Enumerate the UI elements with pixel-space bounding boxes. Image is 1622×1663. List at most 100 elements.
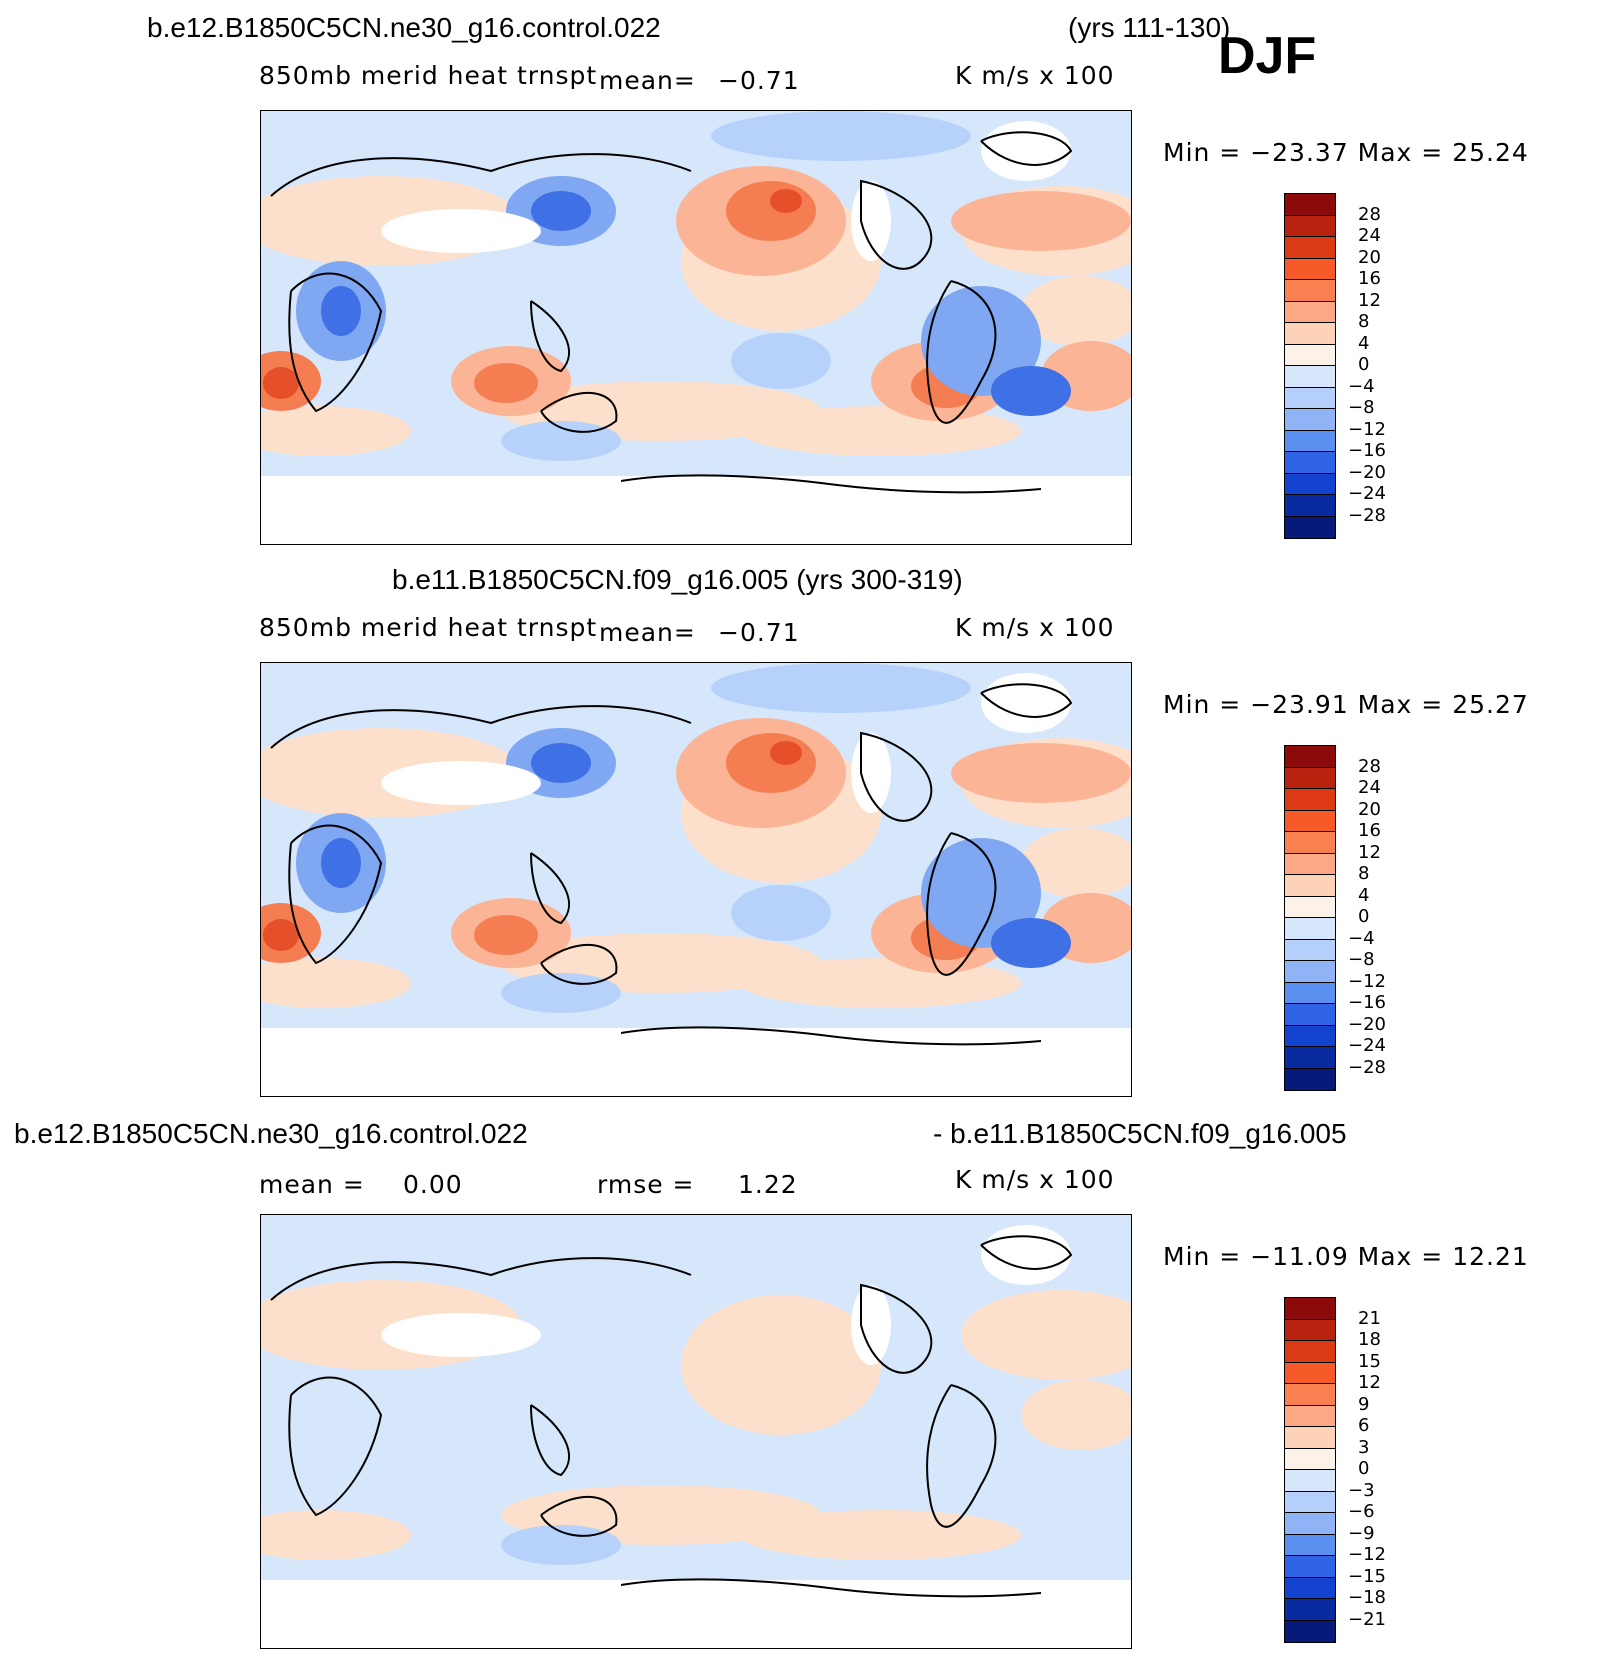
coastline: [530, 852, 571, 925]
colorbar-segment: [1285, 1025, 1335, 1047]
colorbar-label: 4: [1358, 884, 1370, 906]
panel1-case-title: b.e12.B1850C5CN.ne30_g16.control.022: [147, 12, 661, 43]
missing-data-region: [261, 1580, 1131, 1648]
colorbar-segment: [1285, 939, 1335, 961]
colorbar-label: 8: [1358, 311, 1370, 332]
anomaly-core: [991, 918, 1071, 968]
anomaly-region: [1021, 276, 1131, 346]
anomaly-core: [531, 191, 591, 231]
panel2-mean-label: mean=: [599, 618, 696, 647]
panel3-minmax: Min = −11.09 Max = 12.21: [1163, 1242, 1529, 1271]
colorbar-label: 3: [1358, 1436, 1370, 1458]
colorbar-segment: [1285, 1319, 1335, 1341]
coastline: [288, 824, 383, 965]
coastline: [926, 280, 997, 424]
colorbar-segment: [1285, 1620, 1335, 1642]
colorbar-label: 20: [1358, 246, 1381, 268]
colorbar-label: −18: [1348, 1587, 1386, 1608]
colorbar-segment: [1285, 1556, 1335, 1578]
colorbar-label: −3: [1348, 1479, 1375, 1501]
colorbar-segment: [1285, 896, 1335, 918]
anomaly-core: [711, 663, 971, 713]
colorbar-segment: [1285, 832, 1335, 854]
coastline: [620, 1578, 1042, 1598]
missing-data-region: [381, 761, 541, 805]
colorbar-segment: [1285, 280, 1335, 302]
colorbar-label: 0: [1358, 354, 1370, 375]
anomaly-core: [531, 743, 591, 783]
colorbar-segment: [1285, 409, 1335, 431]
coastline: [620, 1026, 1042, 1046]
colorbar-label: 9: [1358, 1393, 1370, 1415]
colorbar-label: 12: [1358, 841, 1381, 863]
coastline: [980, 683, 1073, 718]
panel3-colorbar: [1284, 1297, 1336, 1643]
colorbar-segment: [1285, 1068, 1335, 1090]
missing-data-region: [381, 1313, 541, 1357]
colorbar-segment: [1285, 323, 1335, 345]
colorbar-label: 28: [1358, 755, 1381, 777]
missing-data-region: [851, 1285, 891, 1365]
coastline: [540, 1495, 618, 1537]
colorbar-segment: [1285, 1341, 1335, 1363]
panel3-rmse-label: rmse =: [597, 1170, 695, 1199]
panel3-rmse-value: 1.22: [738, 1170, 798, 1199]
colorbar-segment: [1285, 853, 1335, 875]
panel1-variable: 850mb merid heat trnspt: [259, 61, 598, 90]
coastline: [270, 705, 692, 749]
missing-data-region: [261, 476, 1131, 544]
anomaly-core: [770, 189, 802, 213]
colorbar-label: −16: [1348, 992, 1386, 1013]
colorbar-segment: [1285, 1427, 1335, 1449]
colorbar-segment: [1285, 789, 1335, 811]
colorbar-segment: [1285, 215, 1335, 237]
colorbar-segment: [1285, 237, 1335, 259]
missing-data-region: [981, 1225, 1071, 1285]
colorbar-label: 20: [1358, 798, 1381, 820]
colorbar-label: −12: [1348, 970, 1386, 992]
panel3-map: [260, 1214, 1132, 1649]
anomaly-region: [261, 406, 411, 456]
anomaly-core: [951, 191, 1131, 251]
colorbar-segment: [1285, 1047, 1335, 1069]
coastline: [860, 179, 933, 270]
coastline: [530, 1404, 571, 1477]
colorbar-label: 16: [1358, 268, 1381, 289]
colorbar-label: −15: [1348, 1565, 1386, 1587]
colorbar-label: −12: [1348, 1544, 1386, 1565]
colorbar-segment: [1285, 495, 1335, 517]
panel3-case-left: b.e12.B1850C5CN.ne30_g16.control.022: [14, 1118, 528, 1149]
colorbar-label: −6: [1348, 1501, 1375, 1522]
anomaly-core: [726, 733, 816, 793]
colorbar-label: 8: [1358, 863, 1370, 884]
panel1-mean-label: mean=: [599, 66, 696, 95]
anomaly-core: [951, 743, 1131, 803]
panel2-map-field: [261, 663, 1131, 1096]
colorbar-segment: [1285, 1405, 1335, 1427]
panel1-units: K m/s x 100: [955, 61, 1115, 90]
colorbar-segment: [1285, 810, 1335, 832]
anomaly-core: [726, 181, 816, 241]
colorbar-segment: [1285, 1004, 1335, 1026]
panel1-minmax: Min = −23.37 Max = 25.24: [1163, 138, 1529, 167]
colorbar-label: −24: [1348, 1035, 1386, 1056]
colorbar-label: 24: [1358, 777, 1381, 798]
colorbar-segment: [1285, 1599, 1335, 1621]
colorbar-segment: [1285, 875, 1335, 897]
colorbar-label: −4: [1348, 375, 1375, 397]
anomaly-core: [731, 885, 831, 941]
panel3-case-right: - b.e11.B1850C5CN.f09_g16.005: [933, 1118, 1347, 1149]
colorbar-segment: [1285, 387, 1335, 409]
colorbar-segment: [1285, 194, 1335, 216]
anomaly-core: [321, 286, 361, 336]
colorbar-segment: [1285, 1534, 1335, 1556]
colorbar-label: −8: [1348, 397, 1375, 418]
anomaly-region: [261, 958, 411, 1008]
panel1-map: [260, 110, 1132, 545]
colorbar-label: 21: [1358, 1307, 1381, 1329]
missing-data-region: [851, 181, 891, 261]
colorbar-segment: [1285, 982, 1335, 1004]
colorbar-segment: [1285, 1448, 1335, 1470]
panel1-colorbar: [1284, 193, 1336, 539]
anomaly-core: [321, 838, 361, 888]
